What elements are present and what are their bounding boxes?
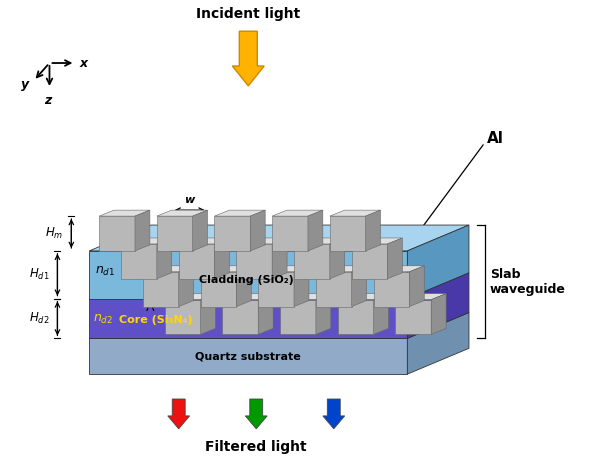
Polygon shape <box>89 225 469 251</box>
Text: Quartz substrate: Quartz substrate <box>195 351 301 361</box>
Polygon shape <box>143 266 194 272</box>
Text: z: z <box>44 94 51 107</box>
Polygon shape <box>89 273 469 299</box>
Polygon shape <box>338 299 374 334</box>
FancyArrow shape <box>233 31 264 86</box>
Polygon shape <box>201 272 236 306</box>
Polygon shape <box>338 293 388 299</box>
Polygon shape <box>89 339 407 374</box>
Polygon shape <box>157 216 192 251</box>
Polygon shape <box>316 293 331 334</box>
FancyArrow shape <box>245 399 267 429</box>
Polygon shape <box>352 266 366 306</box>
Polygon shape <box>201 293 215 334</box>
Polygon shape <box>280 299 316 334</box>
Polygon shape <box>99 216 135 251</box>
Polygon shape <box>165 293 215 299</box>
Polygon shape <box>258 266 309 272</box>
Text: Slab
waveguide: Slab waveguide <box>490 268 566 296</box>
Polygon shape <box>179 244 214 279</box>
Polygon shape <box>236 238 287 244</box>
Polygon shape <box>407 225 469 299</box>
Polygon shape <box>330 210 381 216</box>
Polygon shape <box>121 238 172 244</box>
Text: $H_{d1}$: $H_{d1}$ <box>29 267 50 282</box>
Text: y: y <box>21 79 30 92</box>
Polygon shape <box>374 266 424 272</box>
Text: Al: Al <box>487 131 504 146</box>
Polygon shape <box>236 266 251 306</box>
Text: $n_{d2}$: $n_{d2}$ <box>93 312 113 326</box>
Polygon shape <box>135 210 150 251</box>
Polygon shape <box>272 216 308 251</box>
Polygon shape <box>308 210 323 251</box>
Polygon shape <box>280 293 331 299</box>
Polygon shape <box>407 273 469 339</box>
Text: $\Lambda$: $\Lambda$ <box>144 300 155 313</box>
Polygon shape <box>157 210 208 216</box>
Polygon shape <box>409 266 424 306</box>
Polygon shape <box>352 238 403 244</box>
Polygon shape <box>214 238 230 279</box>
Polygon shape <box>165 299 201 334</box>
FancyArrow shape <box>323 399 345 429</box>
Polygon shape <box>192 210 208 251</box>
Polygon shape <box>201 266 251 272</box>
Polygon shape <box>316 266 366 272</box>
Text: Filtered light: Filtered light <box>205 440 307 454</box>
Text: Incident light: Incident light <box>196 7 300 21</box>
Text: x: x <box>79 57 88 70</box>
Text: $H_m$: $H_m$ <box>45 226 63 241</box>
Text: Core (Si₃N₄): Core (Si₃N₄) <box>119 315 192 326</box>
Polygon shape <box>99 210 150 216</box>
Polygon shape <box>179 266 194 306</box>
Polygon shape <box>407 312 469 374</box>
Polygon shape <box>89 251 407 299</box>
Polygon shape <box>330 216 366 251</box>
Polygon shape <box>272 238 287 279</box>
Polygon shape <box>236 244 272 279</box>
Polygon shape <box>214 210 265 216</box>
Text: $n_{d1}$: $n_{d1}$ <box>95 265 115 278</box>
Polygon shape <box>223 299 258 334</box>
Polygon shape <box>157 238 172 279</box>
Polygon shape <box>223 293 273 299</box>
Polygon shape <box>352 244 387 279</box>
Polygon shape <box>258 272 294 306</box>
Polygon shape <box>258 293 273 334</box>
Polygon shape <box>89 299 407 339</box>
Polygon shape <box>395 293 446 299</box>
Polygon shape <box>294 266 309 306</box>
Polygon shape <box>214 216 250 251</box>
Text: $H_{d2}$: $H_{d2}$ <box>29 311 50 326</box>
Polygon shape <box>316 272 352 306</box>
Polygon shape <box>294 244 330 279</box>
Polygon shape <box>374 272 409 306</box>
Text: w: w <box>185 195 195 205</box>
Polygon shape <box>366 210 381 251</box>
Polygon shape <box>330 238 345 279</box>
Polygon shape <box>143 272 179 306</box>
Polygon shape <box>250 210 265 251</box>
Polygon shape <box>179 238 230 244</box>
Polygon shape <box>387 238 403 279</box>
Polygon shape <box>89 312 469 339</box>
Text: Cladding (SiO₂): Cladding (SiO₂) <box>198 275 293 285</box>
Polygon shape <box>272 210 323 216</box>
Polygon shape <box>294 238 345 244</box>
FancyArrow shape <box>168 399 189 429</box>
Polygon shape <box>374 293 388 334</box>
Polygon shape <box>121 244 157 279</box>
Polygon shape <box>431 293 446 334</box>
Polygon shape <box>395 299 431 334</box>
